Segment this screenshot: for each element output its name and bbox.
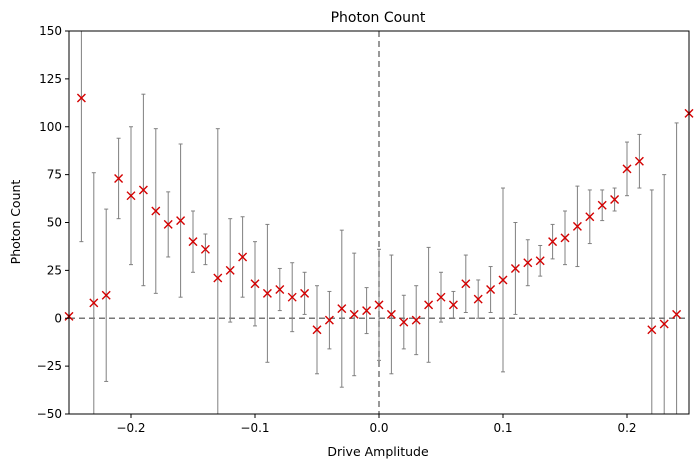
data-point-marker <box>510 263 520 273</box>
data-point-marker <box>138 185 148 195</box>
y-tick-label: 125 <box>39 72 62 86</box>
y-tick-label: −25 <box>37 359 62 373</box>
data-point-marker <box>560 233 570 243</box>
data-point-marker <box>324 315 334 325</box>
data-point-marker <box>89 298 99 308</box>
data-point-marker <box>349 309 359 319</box>
data-point-marker <box>535 256 545 266</box>
data-point-marker <box>461 279 471 289</box>
data-point-marker <box>386 309 396 319</box>
data-point-marker <box>238 252 248 262</box>
data-point-marker <box>498 275 508 285</box>
data-point-marker <box>225 265 235 275</box>
y-tick-label: 100 <box>39 120 62 134</box>
data-point-marker <box>262 288 272 298</box>
y-tick-label: 0 <box>54 311 62 325</box>
y-axis-label: Photon Count <box>8 180 23 265</box>
y-tick-label: 75 <box>47 168 62 182</box>
y-axis-ticks: −50 −25 0 25 50 75 100 125 150 <box>37 24 69 421</box>
data-point-marker <box>337 304 347 314</box>
x-axis-ticks: −0.2 −0.1 0.0 0.1 0.2 <box>116 414 637 435</box>
data-point-marker <box>672 309 682 319</box>
data-point-marker <box>585 212 595 222</box>
data-point-marker <box>436 292 446 302</box>
data-point-marker <box>213 273 223 283</box>
data-point-marker <box>250 279 260 289</box>
data-point-marker <box>523 258 533 268</box>
data-point-marker <box>76 93 86 103</box>
x-tick-label: −0.1 <box>240 421 269 435</box>
error-bar <box>662 174 667 414</box>
data-point-marker <box>634 156 644 166</box>
data-point-marker <box>610 195 620 205</box>
data-point-marker <box>287 292 297 302</box>
data-point-marker <box>473 294 483 304</box>
data-point-marker <box>399 317 409 327</box>
data-point-marker <box>411 315 421 325</box>
data-point-marker <box>374 300 384 310</box>
x-tick-label: 0.2 <box>617 421 636 435</box>
data-point-marker <box>448 300 458 310</box>
y-tick-label: 25 <box>47 263 62 277</box>
data-markers <box>64 93 694 335</box>
data-point-marker <box>275 285 285 295</box>
data-point-marker <box>647 325 657 335</box>
data-point-marker <box>126 191 136 201</box>
chart-title: Photon Count <box>331 10 426 26</box>
data-point-marker <box>486 285 496 295</box>
error-bar <box>215 128 220 414</box>
x-tick-label: −0.2 <box>116 421 145 435</box>
data-point-marker <box>572 221 582 231</box>
data-point-marker <box>163 219 173 229</box>
y-tick-label: 150 <box>39 24 62 38</box>
y-tick-label: −50 <box>37 407 62 421</box>
x-tick-label: 0.0 <box>369 421 388 435</box>
y-tick-label: 50 <box>47 216 62 230</box>
data-point-marker <box>622 164 632 174</box>
error-bar <box>91 172 96 414</box>
x-axis-label: Drive Amplitude <box>327 444 429 459</box>
error-bar <box>674 122 679 414</box>
data-point-marker <box>176 216 186 226</box>
data-point-marker <box>101 290 111 300</box>
data-point-marker <box>597 200 607 210</box>
error-bar <box>79 31 84 243</box>
data-point-marker <box>312 325 322 335</box>
data-point-marker <box>424 300 434 310</box>
x-tick-label: 0.1 <box>493 421 512 435</box>
data-point-marker <box>151 206 161 216</box>
data-point-marker <box>362 306 372 316</box>
data-point-marker <box>659 319 669 329</box>
data-point-marker <box>188 237 198 247</box>
error-bar <box>649 189 654 414</box>
data-point-marker <box>200 244 210 254</box>
data-point-marker <box>114 173 124 183</box>
data-point-marker <box>300 288 310 298</box>
data-point-marker <box>548 237 558 247</box>
